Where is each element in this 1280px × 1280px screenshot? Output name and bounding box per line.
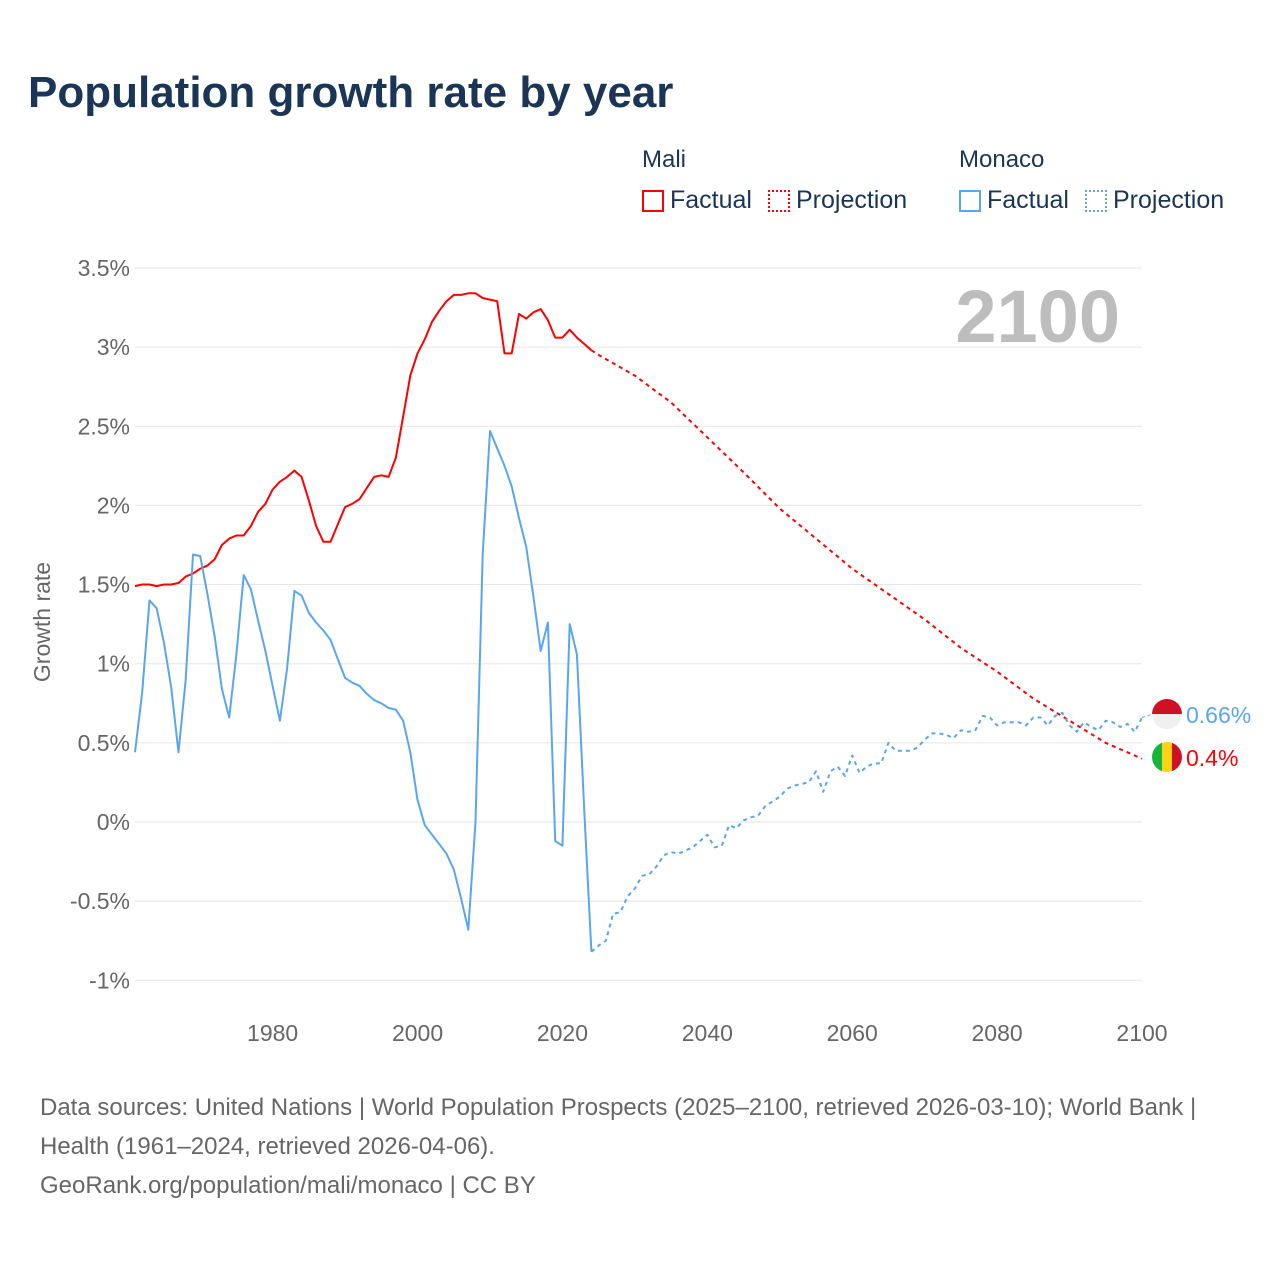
legend-mali: Factual Projection	[642, 186, 907, 215]
legend-group-monaco-label: Monaco	[959, 146, 1045, 173]
dotted-swatch-icon	[767, 189, 790, 212]
monaco-flag-icon	[1152, 714, 1182, 729]
series-monaco-factual	[134, 430, 593, 952]
legend-label: Factual	[987, 186, 1069, 214]
mali-flag-icon	[1172, 742, 1182, 772]
y-tick-label: 3%	[97, 334, 130, 360]
solid-swatch-icon	[959, 189, 981, 212]
mali-flag-icon	[1152, 742, 1162, 772]
legend-monaco-projection[interactable]: Projection	[1084, 186, 1225, 215]
footer: Data sources: United Nations | World Pop…	[40, 1088, 1240, 1205]
chart-title: Population growth rate by year	[28, 68, 674, 117]
y-tick-label: 2%	[97, 492, 130, 518]
y-tick-label: 3.5%	[78, 255, 130, 281]
series-monaco-projection	[590, 711, 1143, 953]
monaco-flag-icon	[1152, 699, 1182, 714]
y-tick-label: 0.5%	[78, 730, 130, 756]
y-tick-label: 1%	[97, 651, 130, 677]
mali-flag-icon	[1162, 742, 1172, 772]
connector-line	[1141, 713, 1154, 718]
year-watermark: 2100	[955, 275, 1120, 358]
solid-swatch-icon	[642, 189, 664, 212]
credit-link[interactable]: GeoRank.org/population/mali/monaco | CC …	[40, 1172, 536, 1199]
x-tick-label: 2000	[392, 1020, 443, 1046]
y-tick-label: 0%	[97, 809, 130, 835]
y-tick-label: 2.5%	[78, 413, 130, 439]
y-tick-label: -0.5%	[70, 888, 130, 914]
series-mali-factual	[134, 292, 593, 588]
x-tick-label: 1980	[247, 1020, 298, 1046]
series-mali-projection	[590, 349, 1143, 760]
x-tick-label: 2080	[972, 1020, 1023, 1046]
legend-group-mali-label: Mali	[642, 146, 687, 173]
end-label-mali: 0.4%	[1186, 745, 1238, 771]
y-tick-label: 1.5%	[78, 572, 130, 598]
x-tick-label: 2040	[682, 1020, 733, 1046]
legend-monaco-factual[interactable]: Factual	[959, 186, 1069, 215]
x-tick-label: 2020	[537, 1020, 588, 1046]
legend-label: Projection	[795, 186, 908, 214]
legend-monaco: Factual Projection	[959, 186, 1224, 215]
x-tick-label: 2100	[1116, 1020, 1167, 1046]
line-chart: -1% -0.5% 0% 0.5% 1% 1.5% 2% 2.5% 3% 3.5% 1980 2000…	[29, 255, 1251, 1046]
end-label-monaco: 0.66%	[1186, 702, 1251, 728]
y-axis-label: Growth rate	[29, 562, 55, 682]
y-tick-label: -1%	[89, 967, 130, 993]
data-sources: Data sources: United Nations | World Pop…	[40, 1094, 1197, 1160]
x-tick-label: 2060	[827, 1020, 878, 1046]
dotted-swatch-icon	[1084, 189, 1107, 212]
legend-mali-factual[interactable]: Factual	[642, 186, 752, 215]
legend-label: Factual	[670, 186, 752, 214]
legend-mali-projection[interactable]: Projection	[767, 186, 908, 215]
legend-label: Projection	[1112, 186, 1225, 214]
